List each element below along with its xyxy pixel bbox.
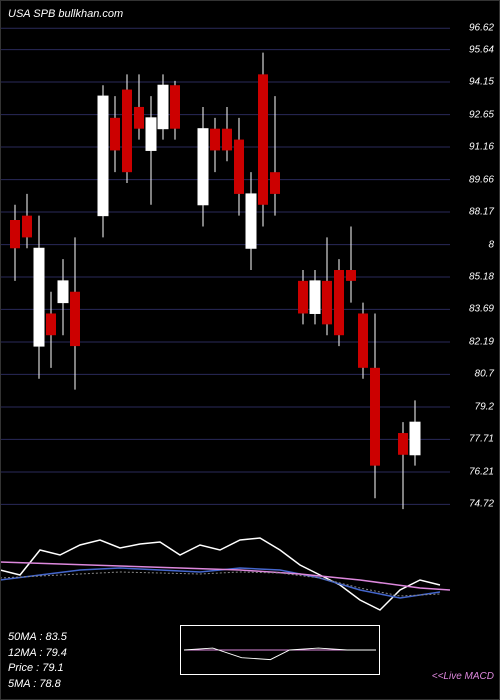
y-tick-label: 89.66 <box>469 174 494 185</box>
y-axis: 96.62 95.64 94.15 92.65 91.16 89.66 88.17 8 85.1… <box>450 0 500 520</box>
y-tick-label: 91.16 <box>469 141 494 152</box>
stats-panel: 50MA : 83.5 12MA : 79.4 Price : 79.1 5MA… <box>8 630 67 692</box>
y-tick-label: 82.19 <box>469 336 494 347</box>
chart-container: USA SPB bullkhan.com 96.62 95.64 94.15 92.6… <box>0 0 500 700</box>
macd-inset <box>180 625 380 675</box>
candles <box>0 0 450 520</box>
y-tick-label: 80.7 <box>475 369 494 380</box>
ma50-label: 50MA : 83.5 <box>8 630 67 645</box>
y-tick-label: 8 <box>488 239 494 250</box>
candlestick-chart[interactable] <box>0 0 450 520</box>
y-tick-label: 77.71 <box>469 434 494 445</box>
y-tick-label: 96.62 <box>469 23 494 34</box>
ma12-label: 12MA : 79.4 <box>8 646 67 661</box>
y-tick-label: 95.64 <box>469 44 494 55</box>
y-tick-label: 83.69 <box>469 304 494 315</box>
chart-title: USA SPB bullkhan.com <box>8 8 123 20</box>
macd-label: <<Live MACD <box>432 671 494 682</box>
y-tick-label: 74.72 <box>469 499 494 510</box>
y-tick-label: 92.65 <box>469 109 494 120</box>
y-tick-label: 76.21 <box>469 466 494 477</box>
y-tick-label: 85.18 <box>469 271 494 282</box>
price-label: Price : 79.1 <box>8 661 67 676</box>
y-tick-label: 88.17 <box>469 206 494 217</box>
ma5-label: 5MA : 78.8 <box>8 677 67 692</box>
macd-wave <box>181 626 379 674</box>
y-tick-label: 79.2 <box>475 401 494 412</box>
y-tick-label: 94.15 <box>469 76 494 87</box>
